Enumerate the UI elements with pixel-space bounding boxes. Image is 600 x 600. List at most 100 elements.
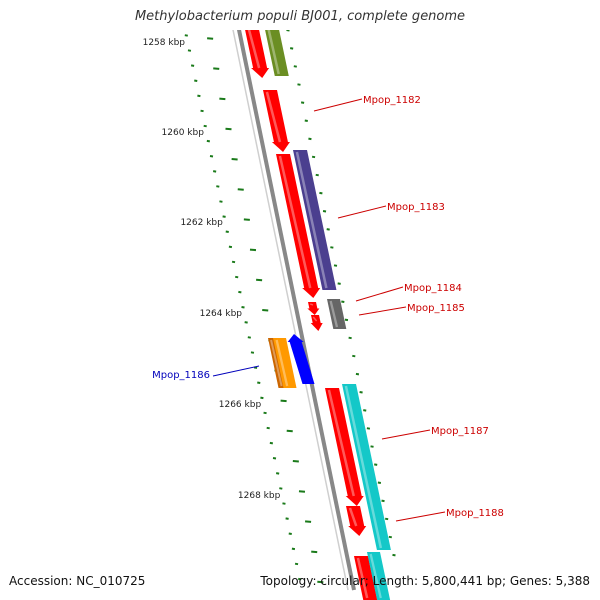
leader-line-mpop-1182 (313, 98, 363, 112)
gene-block-cyan-shine (344, 385, 383, 549)
tick-dot-left (241, 306, 245, 309)
tick-dot-left (260, 396, 264, 400)
tick-dot-right (392, 553, 396, 557)
tick-dot-left (200, 109, 204, 113)
gene-arrow-1189 (354, 556, 378, 600)
tick-dot-right (297, 83, 301, 86)
kbp-tick-label: 1260 kbp (162, 128, 205, 138)
topology-text: Topology: circular; Length: 5,800,441 bp… (260, 574, 590, 588)
map-layer: 1258 kbp 1260 kbp 1262 kbp 1264 kbp 1266 kbp… (143, 5, 504, 600)
gene-block-olive-shine (267, 30, 280, 75)
tick-dot-left (266, 426, 270, 430)
accession-text: Accession: NC_010725 (9, 574, 146, 588)
gene-arrow-1183-shine (278, 155, 312, 289)
tick-dot-left (279, 487, 283, 490)
leader-line-mpop-1184 (355, 286, 404, 302)
gene-block-gray (327, 299, 347, 329)
gene-arrow-1188-shine (348, 507, 358, 527)
tick-dot-right (333, 264, 338, 267)
tick-dot-left (288, 532, 292, 535)
gene-arrow-1188 (346, 506, 367, 536)
tick-dot-right (355, 372, 360, 376)
tick-dot-left (294, 562, 299, 566)
tick-dot-left (190, 64, 195, 67)
tick-dot-left (212, 170, 217, 173)
gene-arrow-1185-shine (312, 316, 318, 322)
tick-dot-left (250, 351, 255, 354)
tick-dot-left (231, 260, 236, 264)
tick-mark-major (237, 188, 244, 191)
gene-arrow-1183 (276, 154, 321, 298)
tick-dot-left (225, 230, 229, 233)
tick-dot-right (304, 119, 308, 122)
kbp-tick-label: 1268 kbp (238, 491, 281, 501)
tick-dot-right (330, 246, 334, 249)
map-title: Methylobacterium populi BJ001, complete … (134, 9, 466, 24)
gene-label-mpop-1188: Mpop_1188 (446, 508, 504, 519)
tick-mark-major (262, 309, 269, 312)
tick-dot-left (216, 185, 220, 188)
tick-dot-left (282, 502, 286, 505)
tick-dot-right (374, 463, 378, 466)
tick-dot-right (366, 427, 371, 430)
tick-dot-left (275, 472, 280, 475)
tick-dot-right (370, 445, 374, 448)
tick-dot-right (300, 101, 305, 104)
gene-arrow-1184-shine (309, 303, 314, 306)
gene-block-cyan-2 (367, 552, 391, 600)
gene-arrow-1182-shine (265, 91, 282, 143)
gene-arrow-1187 (325, 388, 364, 506)
tick-dot-left (244, 321, 248, 324)
tick-mark-major (213, 67, 220, 70)
gene-block-orange-edge-shine (270, 339, 283, 387)
tick-mark-major (286, 429, 293, 433)
gene-block-orange (273, 338, 297, 388)
tick-dot-left (285, 517, 289, 520)
tick-dot-right (322, 210, 327, 213)
tick-mark-major (207, 37, 214, 40)
tick-dot-left (257, 381, 261, 384)
tick-dot-right (388, 535, 392, 539)
tick-dot-left (235, 275, 239, 279)
tick-dot-right (359, 391, 363, 394)
tick-mark-major (317, 580, 324, 584)
tick-dot-left (228, 245, 233, 249)
leader-line-mpop-1188 (395, 511, 446, 522)
tick-dot-right (289, 47, 294, 50)
tick-mark-major (298, 490, 306, 493)
tick-dot-right (286, 30, 290, 32)
leader-line-mpop-1183 (337, 205, 387, 219)
leader-line-mpop-1186 (212, 365, 260, 377)
tick-dot-left (203, 124, 207, 128)
kbp-tick-label: 1264 kbp (200, 309, 243, 319)
gene-block-cyan (342, 384, 391, 550)
tick-dot-left (272, 457, 277, 460)
gene-arrow-1181-shine (247, 30, 261, 69)
tick-dot-left (238, 290, 242, 294)
tick-dot-left (222, 215, 226, 218)
tick-dot-left (197, 94, 201, 98)
tick-mark-major (225, 127, 232, 131)
leader-line-mpop-1185 (358, 306, 407, 316)
tick-dot-left (253, 366, 258, 369)
gene-label-mpop-1187: Mpop_1187 (431, 426, 489, 437)
gene-block-orange-shine (275, 339, 289, 387)
tick-dot-right (308, 137, 312, 141)
gene-arrow-1184 (307, 302, 320, 315)
gene-label-mpop-1185: Mpop_1185 (407, 303, 465, 314)
gene-block-purple (293, 150, 337, 290)
tick-dot-left (263, 411, 267, 415)
tick-mark-major (311, 550, 318, 554)
tick-dot-right (344, 318, 349, 322)
tick-dot-right (352, 354, 356, 358)
tick-mark-major (219, 97, 226, 101)
tick-dot-right (293, 65, 297, 68)
gene-label-mpop-1182: Mpop_1182 (363, 95, 421, 106)
tick-dot-left (179, 5, 182, 6)
gene-arrow-1186 (287, 334, 315, 384)
tick-dot-left (187, 49, 192, 52)
tick-mark-major (280, 399, 287, 403)
leader-line-mpop-1187 (381, 429, 431, 440)
gene-arrow-1187-shine (327, 389, 355, 497)
